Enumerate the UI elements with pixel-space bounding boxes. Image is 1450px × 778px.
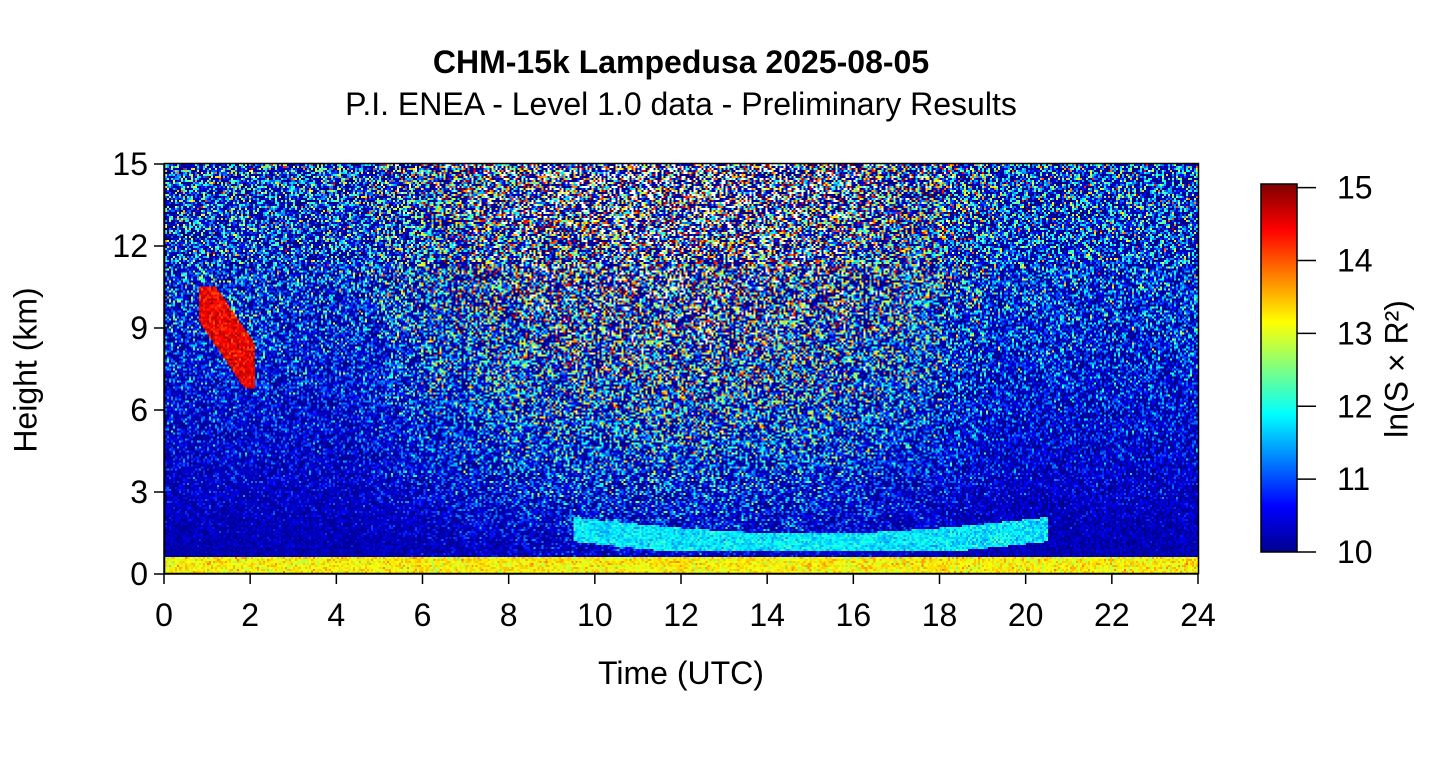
colorbar [1260, 183, 1298, 553]
y-axis: 0 3 6 9 12 15 [112, 146, 165, 592]
colorbar-tick-label: 12 [1337, 388, 1373, 424]
x-axis: 0 2 4 6 8 10 12 14 16 18 20 22 24 [155, 573, 1216, 633]
x-tick-label: 24 [1180, 597, 1216, 633]
x-tick-label: 6 [414, 597, 432, 633]
colorbar-axis: 10 11 12 13 14 15 [1297, 170, 1373, 570]
x-tick-label: 22 [1094, 597, 1130, 633]
y-tick-label: 12 [112, 228, 148, 264]
x-tick-label: 10 [577, 597, 613, 633]
x-tick-label: 18 [922, 597, 958, 633]
colorbar-tick-label: 13 [1337, 315, 1373, 351]
y-tick-label: 9 [130, 310, 148, 346]
y-tick-label: 0 [130, 556, 148, 592]
chart-subtitle: P.I. ENEA - Level 1.0 data - Preliminary… [345, 86, 1017, 122]
x-tick-label: 2 [241, 597, 259, 633]
colorbar-tick-label: 11 [1337, 461, 1370, 497]
heatmap-plot-area [165, 164, 1198, 573]
x-tick-label: 8 [500, 597, 518, 633]
backscatter-heatmap [165, 164, 1198, 573]
plot-frame [163, 162, 1200, 575]
colorbar-tick-label: 14 [1337, 243, 1373, 279]
x-tick-label: 14 [749, 597, 785, 633]
y-tick-label: 15 [112, 146, 148, 182]
y-tick-label: 3 [130, 474, 148, 510]
x-tick-label: 16 [836, 597, 872, 633]
colorbar-tick-label: 10 [1337, 534, 1373, 570]
x-tick-label: 4 [327, 597, 345, 633]
x-axis-label: Time (UTC) [598, 655, 764, 691]
x-tick-label: 20 [1008, 597, 1044, 633]
colorbar-tick-label: 15 [1337, 170, 1373, 206]
chart-title: CHM-15k Lampedusa 2025-08-05 [432, 44, 930, 80]
x-tick-label: 0 [155, 597, 173, 633]
x-tick-label: 12 [663, 597, 699, 633]
y-tick-label: 6 [130, 392, 148, 428]
